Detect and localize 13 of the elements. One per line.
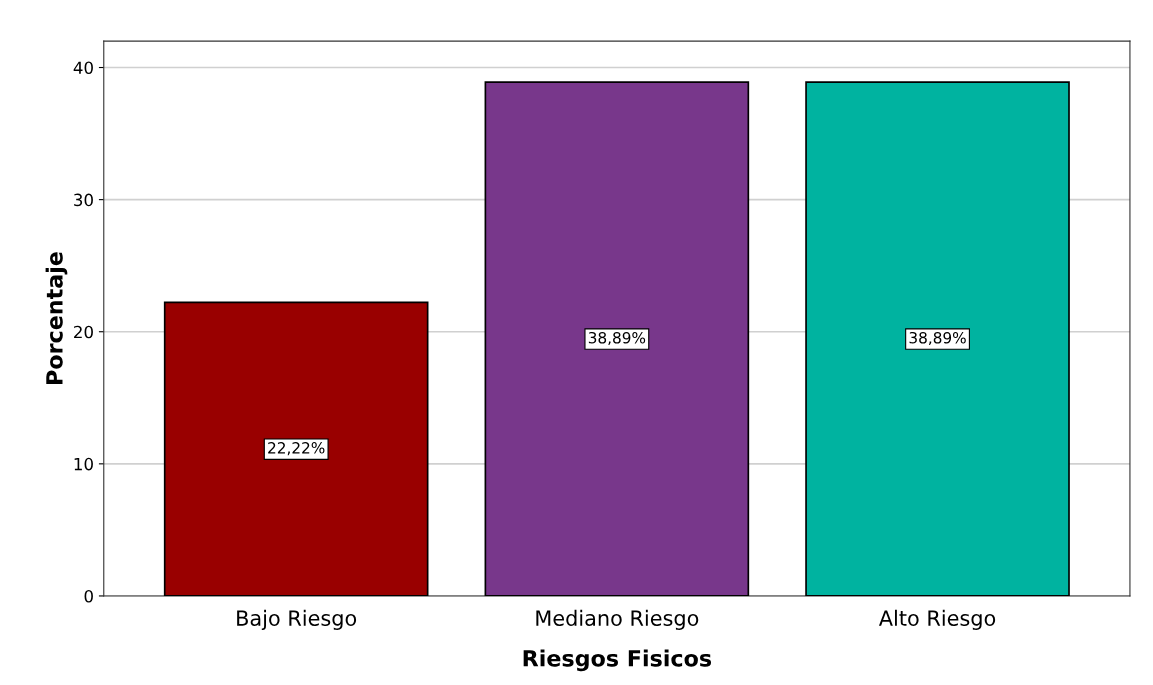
data-label: 22,22% <box>268 442 325 456</box>
y-tick-label: 20 <box>74 325 93 339</box>
y-axis-title: Porcentaje <box>45 252 68 384</box>
y-tick-label: 40 <box>73 61 93 75</box>
x-tick-label: Bajo Riesgo <box>237 609 357 630</box>
x-axis-title: Riesgos Fisicos <box>523 649 712 672</box>
data-label: 38,89% <box>588 331 646 346</box>
x-tick-label: Mediano Riesgo <box>536 609 699 630</box>
y-tick-label: 0 <box>84 589 93 603</box>
y-tick-label: 30 <box>74 193 93 207</box>
y-tick-label: 10 <box>74 457 93 471</box>
data-label: 38,89% <box>909 331 966 346</box>
x-tick-label: Alto Riesgo <box>878 609 996 630</box>
